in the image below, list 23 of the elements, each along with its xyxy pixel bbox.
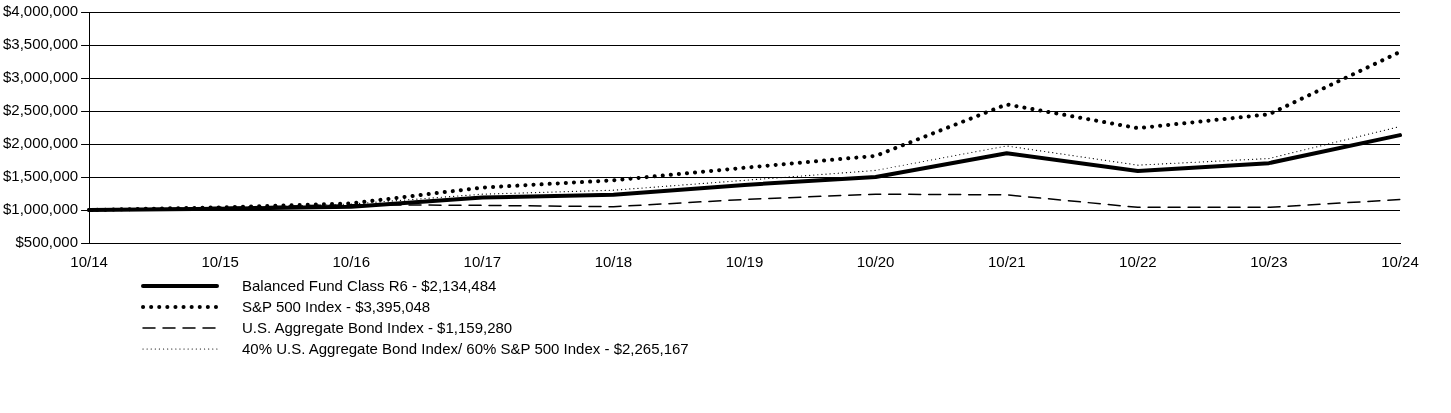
y-tick-label: $2,500,000 bbox=[3, 101, 79, 119]
legend-label: Balanced Fund Class R6 - $2,134,484 bbox=[242, 277, 497, 294]
x-tick-label: 10/16 bbox=[332, 253, 371, 271]
x-tick-label: 10/15 bbox=[201, 253, 239, 271]
x-tick-label: 10/17 bbox=[463, 253, 502, 271]
y-tick-label: $3,500,000 bbox=[3, 35, 79, 53]
y-tick-label: $1,000,000 bbox=[3, 200, 79, 218]
x-tick-label: 10/20 bbox=[856, 253, 895, 271]
x-tick-label: 10/19 bbox=[725, 253, 764, 271]
y-tick-label: $2,000,000 bbox=[3, 134, 79, 152]
y-tick-label: $1,500,000 bbox=[3, 167, 79, 185]
x-tick-label: 10/24 bbox=[1381, 253, 1419, 271]
y-tick-label: $500,000 bbox=[15, 233, 79, 251]
x-tick-label: 10/18 bbox=[594, 253, 633, 271]
legend-label: 40% U.S. Aggregate Bond Index/ 60% S&P 500 Index - $2,265,167 bbox=[242, 340, 689, 357]
x-tick-label: 10/21 bbox=[987, 253, 1026, 271]
y-tick-label: $3,000,000 bbox=[3, 68, 79, 86]
x-tick-label: 10/14 bbox=[70, 253, 108, 271]
legend-label: S&P 500 Index - $3,395,048 bbox=[242, 298, 431, 315]
y-tick-label: $4,000,000 bbox=[3, 2, 79, 20]
legend-label: U.S. Aggregate Bond Index - $1,159,280 bbox=[242, 319, 513, 336]
x-tick-label: 10/23 bbox=[1250, 253, 1288, 271]
x-tick-label: 10/22 bbox=[1119, 253, 1157, 271]
